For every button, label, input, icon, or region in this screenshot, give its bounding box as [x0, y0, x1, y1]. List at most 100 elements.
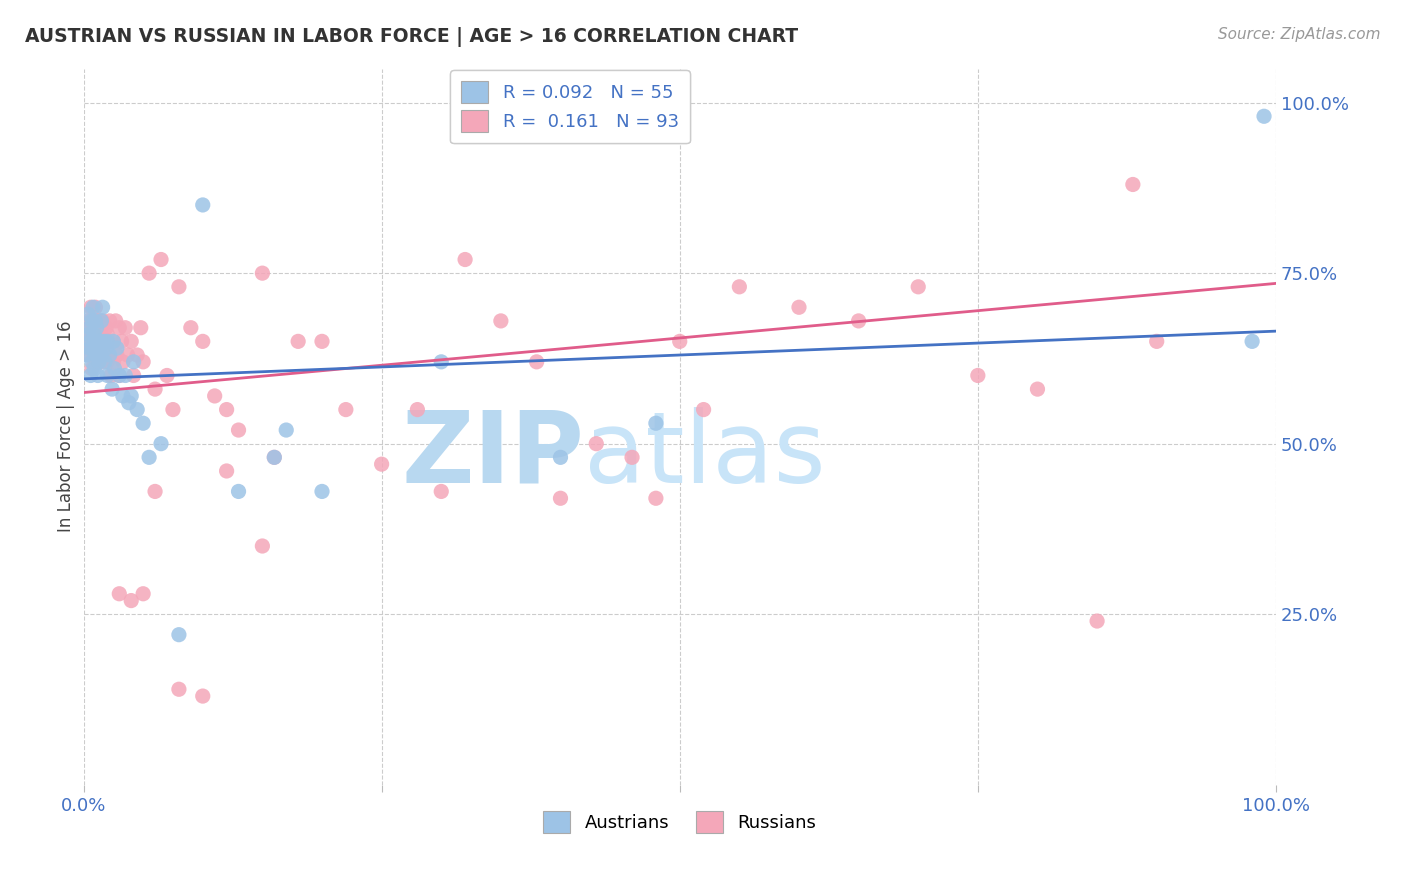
Point — [156, 368, 179, 383]
Point — [191, 198, 214, 212]
Point — [191, 334, 214, 349]
Point — [96, 368, 118, 383]
Point — [228, 423, 250, 437]
Point — [103, 355, 125, 369]
Point — [82, 314, 104, 328]
Point — [96, 341, 118, 355]
Point — [84, 334, 107, 349]
Text: AUSTRIAN VS RUSSIAN IN LABOR FORCE | AGE > 16 CORRELATION CHART: AUSTRIAN VS RUSSIAN IN LABOR FORCE | AGE… — [25, 27, 799, 46]
Point — [143, 382, 166, 396]
Point — [108, 368, 131, 383]
Point — [644, 491, 666, 506]
Point — [94, 348, 117, 362]
Point — [79, 348, 101, 362]
Point — [84, 334, 107, 349]
Point — [180, 320, 202, 334]
Point — [86, 348, 108, 362]
Point — [167, 280, 190, 294]
Point — [644, 416, 666, 430]
Point — [97, 334, 120, 349]
Point — [1146, 334, 1168, 349]
Point — [80, 361, 103, 376]
Point — [105, 348, 128, 362]
Point — [80, 327, 103, 342]
Point — [77, 314, 100, 328]
Point — [79, 341, 101, 355]
Point — [105, 341, 128, 355]
Point — [98, 348, 121, 362]
Point — [86, 314, 108, 328]
Point — [103, 334, 125, 349]
Point — [91, 314, 114, 328]
Point — [907, 280, 929, 294]
Point — [150, 436, 173, 450]
Point — [132, 587, 155, 601]
Point — [100, 368, 122, 383]
Point — [77, 307, 100, 321]
Point — [87, 368, 110, 383]
Point — [129, 320, 152, 334]
Point — [287, 334, 309, 349]
Y-axis label: In Labor Force | Age > 16: In Labor Force | Age > 16 — [58, 321, 75, 533]
Point — [692, 402, 714, 417]
Point — [114, 368, 136, 383]
Point — [93, 334, 115, 349]
Point — [122, 355, 145, 369]
Point — [167, 682, 190, 697]
Point — [90, 320, 112, 334]
Point — [848, 314, 870, 328]
Point — [122, 368, 145, 383]
Point — [98, 314, 121, 328]
Point — [1253, 109, 1275, 123]
Point — [87, 355, 110, 369]
Point — [93, 334, 115, 349]
Point — [82, 300, 104, 314]
Point — [84, 314, 107, 328]
Point — [215, 464, 238, 478]
Point — [94, 355, 117, 369]
Legend: R = 0.092   N = 55, R =  0.161   N = 93: R = 0.092 N = 55, R = 0.161 N = 93 — [450, 70, 689, 144]
Point — [87, 327, 110, 342]
Point — [138, 266, 160, 280]
Point — [252, 539, 274, 553]
Point — [215, 402, 238, 417]
Point — [108, 320, 131, 334]
Point — [82, 334, 104, 349]
Point — [1122, 178, 1144, 192]
Point — [103, 334, 125, 349]
Point — [120, 389, 142, 403]
Point — [150, 252, 173, 267]
Point — [90, 348, 112, 362]
Point — [103, 361, 125, 376]
Point — [228, 484, 250, 499]
Point — [91, 341, 114, 355]
Point — [132, 355, 155, 369]
Point — [79, 300, 101, 314]
Point — [79, 341, 101, 355]
Point — [82, 341, 104, 355]
Point — [80, 355, 103, 369]
Point — [454, 252, 477, 267]
Point — [311, 484, 333, 499]
Point — [117, 348, 139, 362]
Point — [550, 450, 572, 465]
Point — [728, 280, 751, 294]
Point — [138, 450, 160, 465]
Point — [111, 389, 134, 403]
Point — [489, 314, 512, 328]
Text: Source: ZipAtlas.com: Source: ZipAtlas.com — [1218, 27, 1381, 42]
Point — [127, 402, 149, 417]
Point — [86, 320, 108, 334]
Point — [96, 355, 118, 369]
Point — [263, 450, 285, 465]
Point — [191, 689, 214, 703]
Point — [118, 396, 141, 410]
Point — [335, 402, 357, 417]
Point — [80, 314, 103, 328]
Point — [96, 320, 118, 334]
Point — [585, 436, 607, 450]
Point — [89, 327, 111, 342]
Point — [79, 334, 101, 349]
Point — [83, 361, 105, 376]
Point — [89, 334, 111, 349]
